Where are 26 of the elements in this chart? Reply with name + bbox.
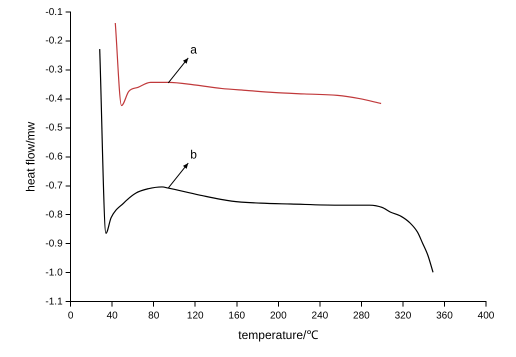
y-tick-label: -1.1 xyxy=(45,296,64,308)
y-tick-label: -0.4 xyxy=(45,94,64,105)
x-tick-label: 280 xyxy=(353,310,370,322)
x-axis-title: temperature/℃ xyxy=(238,328,318,342)
y-axis-title: heat flow/mw xyxy=(24,121,38,192)
y-tick-label: -0.3 xyxy=(45,64,64,76)
y-tick-label: -1.0 xyxy=(45,267,64,278)
x-tick-label: 200 xyxy=(270,310,288,322)
y-tick-label: -0.2 xyxy=(45,36,64,47)
x-tick-label: 80 xyxy=(148,310,160,322)
x-tick-label: 400 xyxy=(478,310,495,322)
y-tick-label: -0.8 xyxy=(45,209,64,220)
y-tick-label: -0.5 xyxy=(45,122,64,134)
y-tick-label: -0.6 xyxy=(45,152,64,163)
x-tick-label: 160 xyxy=(228,310,246,322)
x-tick-label: 40 xyxy=(106,310,118,322)
x-tick-label: 120 xyxy=(186,310,204,322)
x-tick-label: 320 xyxy=(394,310,412,322)
y-tick-label: -0.1 xyxy=(45,6,64,18)
annotation: b xyxy=(190,147,198,162)
y-tick-label: -0.9 xyxy=(45,238,64,250)
x-tick-label: 0 xyxy=(68,310,74,322)
annotation: a xyxy=(190,42,198,56)
x-tick-label: 360 xyxy=(436,310,454,322)
y-tick-label: -0.7 xyxy=(45,180,64,192)
x-tick-label: 240 xyxy=(312,310,329,322)
